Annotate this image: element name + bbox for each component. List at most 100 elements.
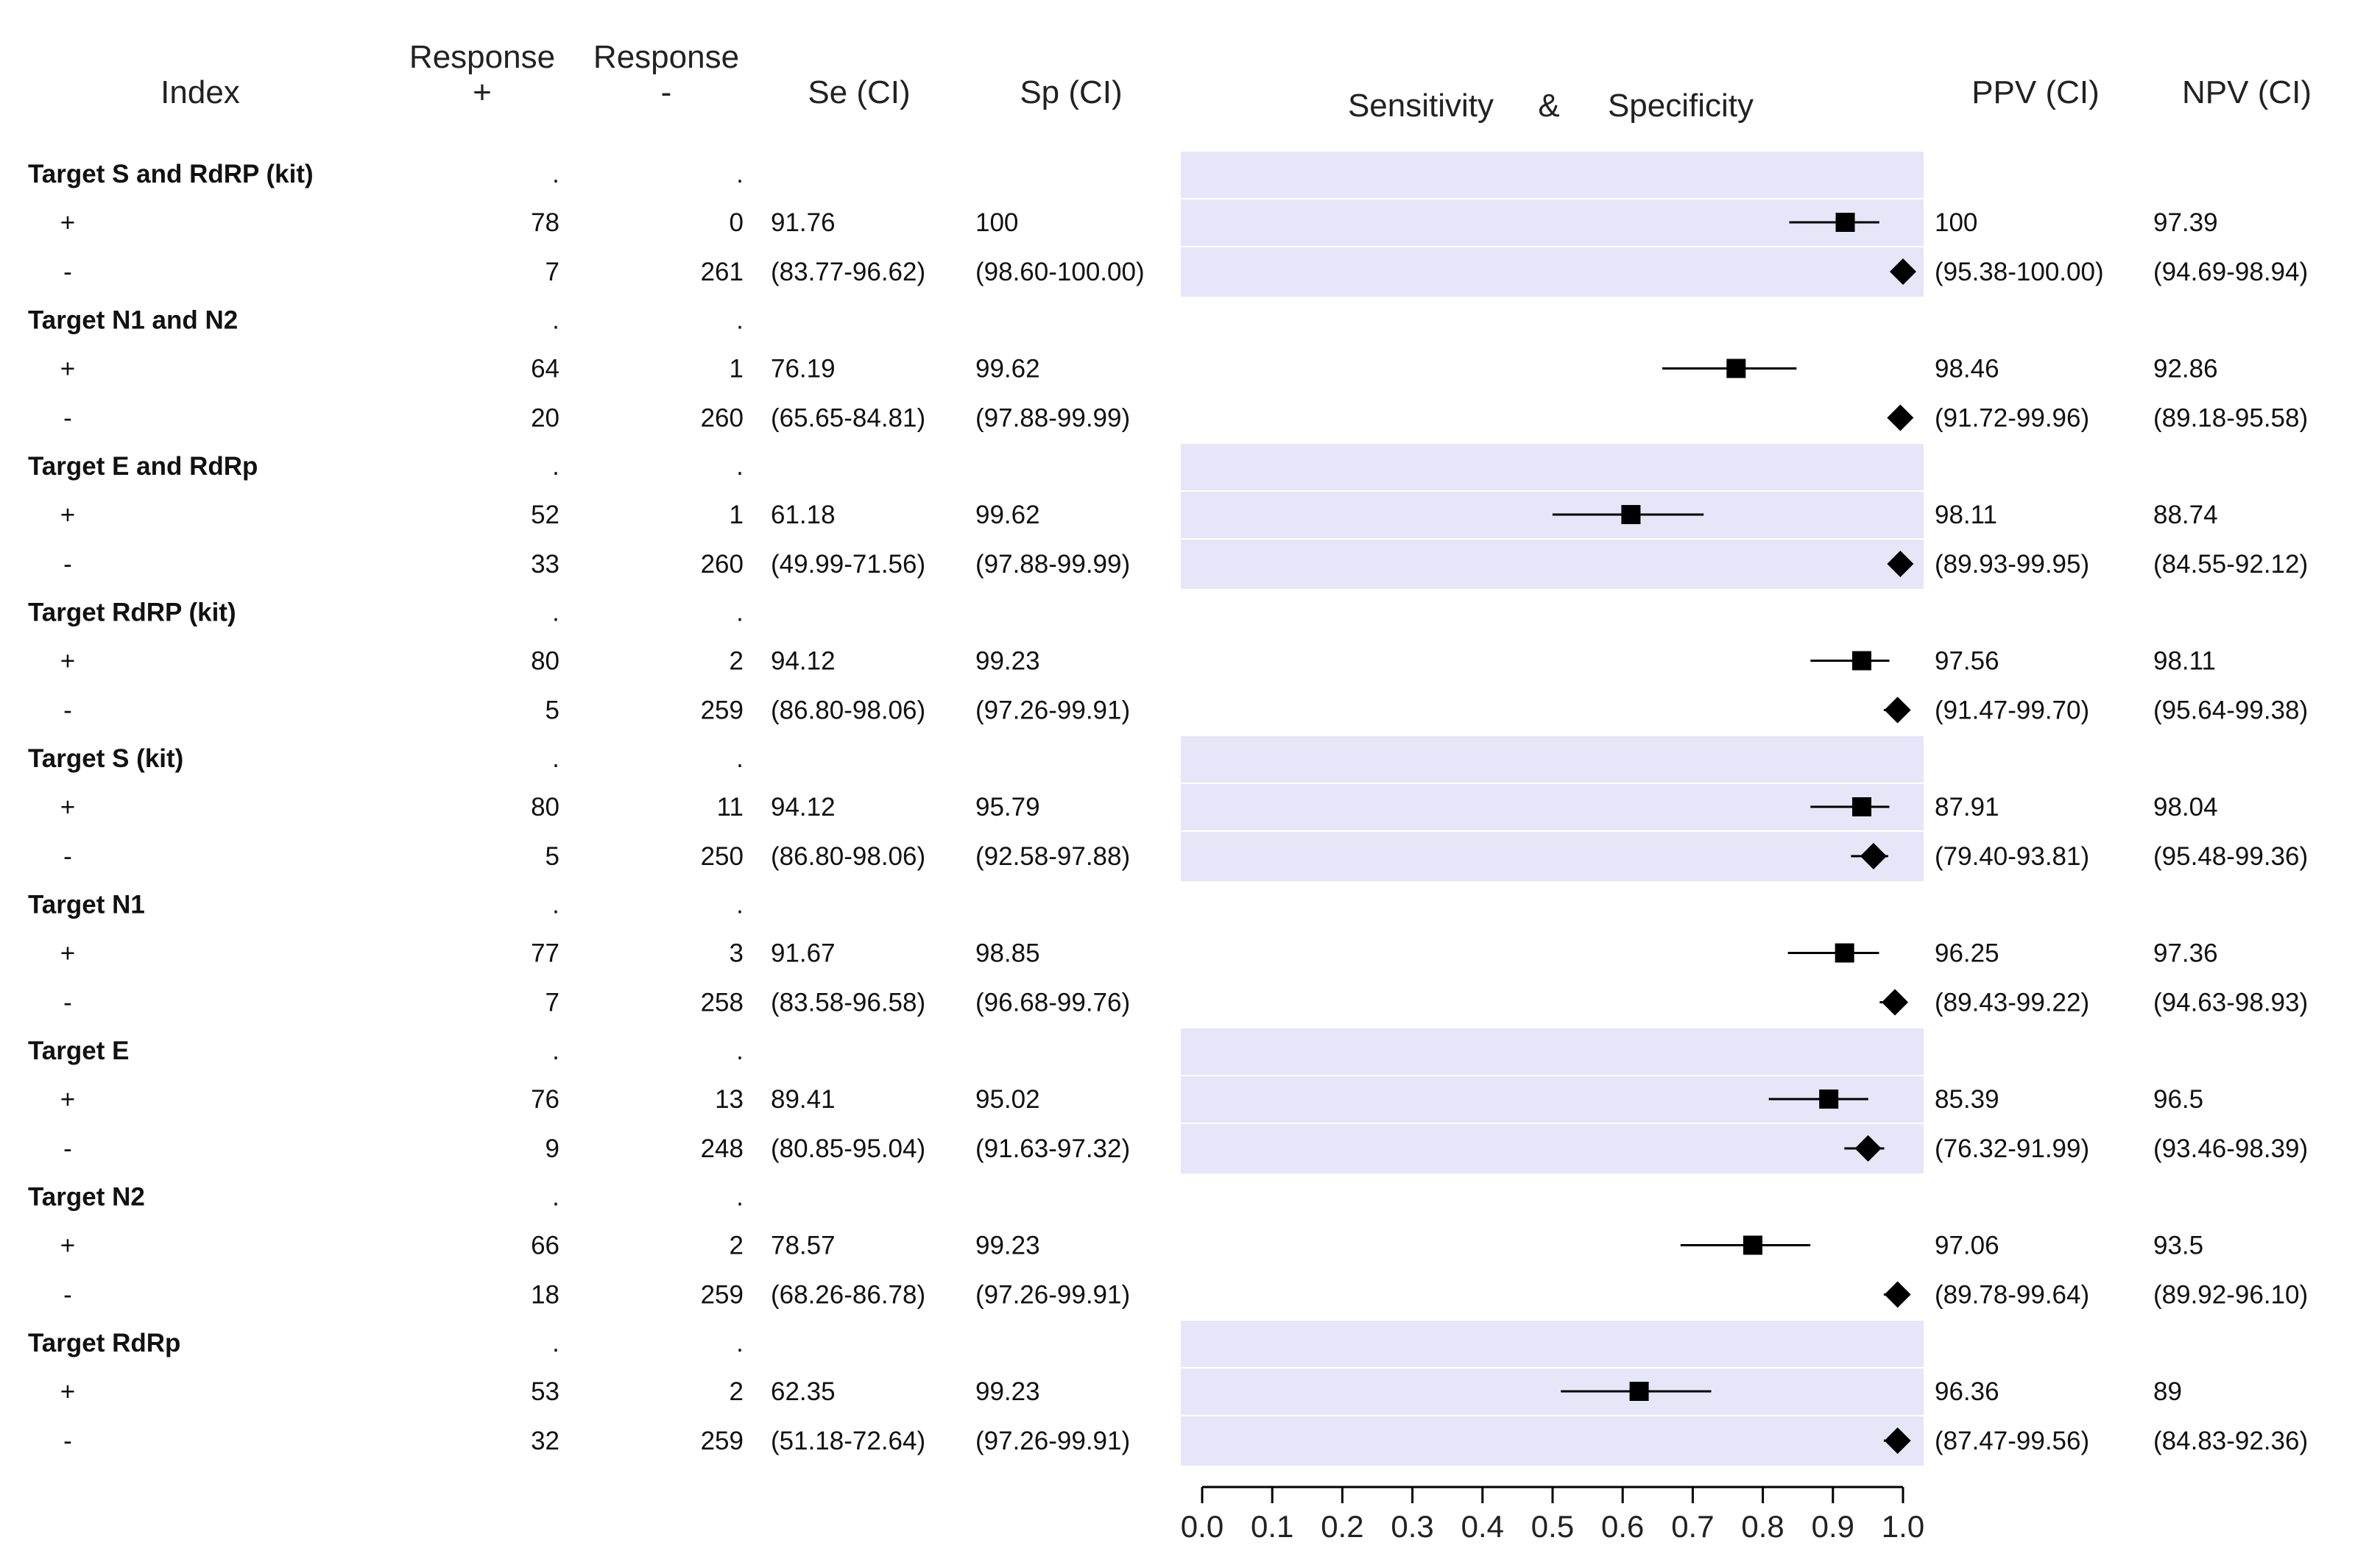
- group-7-sens-point: [1819, 1090, 1839, 1109]
- group-6-pos-ppv: 96.25: [1935, 939, 1999, 968]
- group-9-spec-point: [1884, 1427, 1911, 1454]
- group-4-pos-se: 94.12: [771, 647, 836, 676]
- group-4-pos-label: +: [60, 647, 75, 676]
- plot-marks: [1552, 213, 1916, 1454]
- group-1-title-dot-a: .: [552, 160, 559, 188]
- group-6-neg-npv: (94.63-98.93): [2153, 989, 2308, 1017]
- group-3-title: Target E and RdRp: [28, 452, 258, 481]
- group-7-neg-ppv: (76.32-91.99): [1935, 1134, 2089, 1163]
- group-9-neg-count-a: 32: [531, 1427, 559, 1455]
- group-1-spec-point: [1890, 258, 1916, 285]
- group-8-neg-ppv: (89.78-99.64): [1935, 1281, 2089, 1310]
- group-8-pos-label: +: [60, 1232, 75, 1260]
- group-9-neg-se: (51.18-72.64): [771, 1427, 925, 1455]
- header-ppv: PPV (CI): [1971, 74, 2100, 110]
- group-8-neg-count-a: 18: [531, 1281, 559, 1310]
- group-2-neg-npv: (89.18-95.58): [2153, 404, 2308, 433]
- group-3-pos-ppv: 98.11: [1935, 501, 1997, 529]
- group-3-title-dot-a: .: [552, 452, 559, 481]
- group-6-neg-ppv: (89.43-99.22): [1935, 989, 2089, 1017]
- group-3-neg-count-b: 260: [701, 550, 744, 579]
- group-8-spec-point: [1884, 1281, 1911, 1308]
- group-3-neg-npv: (84.55-92.12): [2153, 550, 2308, 579]
- group-4-title: Target RdRP (kit): [28, 598, 236, 627]
- group-7-neg-count-a: 9: [546, 1134, 559, 1163]
- group-1-band: [1181, 152, 1924, 297]
- group-8-title-dot-a: .: [552, 1183, 559, 1212]
- group-5-band: [1181, 736, 1924, 881]
- header-index: Index: [160, 74, 240, 110]
- group-7-pos-npv: 96.5: [2153, 1085, 2203, 1114]
- group-5-sens-point: [1852, 797, 1872, 816]
- group-2-neg-count-b: 260: [701, 404, 744, 433]
- group-2-neg-sp: (97.88-99.99): [975, 404, 1130, 433]
- group-7-pos-label: +: [60, 1085, 75, 1114]
- group-3-pos-sp: 99.62: [975, 501, 1040, 529]
- group-9-pos-npv: 89: [2153, 1377, 2182, 1406]
- group-7-neg-count-b: 248: [701, 1134, 744, 1163]
- group-3-spec-point: [1887, 551, 1914, 577]
- group-5-neg-count-a: 5: [546, 842, 559, 871]
- group-2-spec-point: [1887, 404, 1914, 431]
- group-1-pos-ppv: 100: [1935, 208, 1977, 237]
- group-5-pos-count-a: 80: [531, 793, 559, 822]
- group-3-band: [1181, 444, 1924, 589]
- group-7-pos-count-b: 13: [715, 1085, 744, 1114]
- group-6-title-dot-a: .: [552, 891, 559, 919]
- group-4-pos-npv: 98.11: [2153, 647, 2216, 676]
- header-response-neg: Response: [593, 39, 739, 75]
- group-6-pos-npv: 97.36: [2153, 939, 2218, 968]
- x-tick-label: 0.5: [1531, 1509, 1574, 1544]
- group-2-pos-ppv: 98.46: [1935, 355, 1999, 384]
- group-1-title-dot-b: .: [736, 160, 744, 188]
- header-response-pos-sign: +: [473, 74, 492, 110]
- group-7-pos-se: 89.41: [771, 1085, 836, 1114]
- group-2-neg-ppv: (91.72-99.96): [1935, 404, 2089, 433]
- group-8-pos-se: 78.57: [771, 1232, 836, 1260]
- group-4-neg-count-a: 5: [546, 696, 559, 725]
- x-tick-label: 0.8: [1741, 1509, 1784, 1544]
- group-7-neg-se: (80.85-95.04): [771, 1134, 925, 1163]
- group-2-neg-count-a: 20: [531, 404, 559, 433]
- group-6-pos-count-b: 3: [730, 939, 744, 968]
- group-3-pos-label: +: [60, 501, 75, 529]
- group-3-sens-point: [1621, 505, 1641, 524]
- group-6-neg-se: (83.58-96.58): [771, 989, 925, 1017]
- group-8-neg-npv: (89.92-96.10): [2153, 1281, 2308, 1310]
- group-3-neg-sp: (97.88-99.99): [975, 550, 1130, 579]
- group-4-neg-count-b: 259: [701, 696, 744, 725]
- header-response-neg-sign: -: [661, 74, 672, 110]
- group-8-title: Target N2: [28, 1183, 145, 1212]
- column-headers: Index Response + Response - Se (CI) Sp (…: [160, 39, 2312, 124]
- group-5-title-dot-a: .: [552, 744, 559, 773]
- group-7-title: Target E: [28, 1036, 129, 1065]
- group-1-pos-count-a: 78: [531, 208, 559, 237]
- group-9-neg-npv: (84.83-92.36): [2153, 1427, 2308, 1455]
- group-7-spec-point: [1854, 1135, 1882, 1162]
- group-6-pos-se: 91.67: [771, 939, 836, 968]
- group-1-pos-npv: 97.39: [2153, 208, 2218, 237]
- group-3-neg-ppv: (89.93-99.95): [1935, 550, 2089, 579]
- group-9-pos-ppv: 96.36: [1935, 1377, 1999, 1406]
- x-tick-label: 0.7: [1671, 1509, 1714, 1544]
- group-2-pos-npv: 92.86: [2153, 355, 2218, 384]
- group-9-pos-count-a: 53: [531, 1377, 559, 1406]
- group-1-neg-ppv: (95.38-100.00): [1935, 258, 2104, 286]
- group-5-pos-sp: 95.79: [975, 793, 1040, 822]
- group-9-neg-sp: (97.26-99.91): [975, 1427, 1130, 1455]
- group-1-pos-se: 91.76: [771, 208, 836, 237]
- group-8-pos-sp: 99.23: [975, 1232, 1040, 1260]
- group-7-neg-label: -: [63, 1134, 72, 1163]
- group-5-neg-se: (86.80-98.06): [771, 842, 925, 871]
- group-9-title-dot-a: .: [552, 1329, 559, 1357]
- group-8-sens-point: [1743, 1235, 1762, 1255]
- x-tick-label: 0.4: [1461, 1509, 1504, 1544]
- group-1-neg-count-a: 7: [546, 258, 559, 286]
- group-5-pos-npv: 98.04: [2153, 793, 2218, 822]
- group-4-pos-sp: 99.23: [975, 647, 1040, 676]
- x-tick-label: 0.0: [1181, 1509, 1224, 1544]
- group-4-pos-count-a: 80: [531, 647, 559, 676]
- group-1-neg-sp: (98.60-100.00): [975, 258, 1145, 286]
- group-9-neg-ppv: (87.47-99.56): [1935, 1427, 2089, 1455]
